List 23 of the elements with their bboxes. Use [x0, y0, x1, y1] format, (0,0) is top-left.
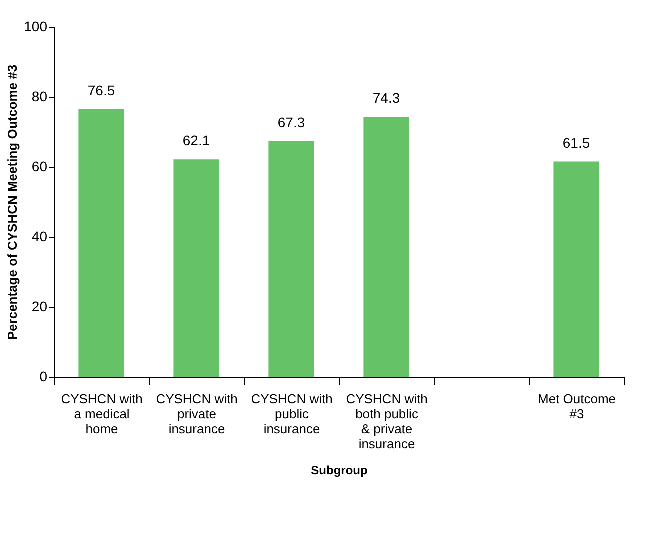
bar — [364, 116, 410, 377]
y-axis-title: Percentage of CYSHCN Meeting Outcome #3 — [5, 64, 20, 340]
x-tick-label: CYSHCN with both public & private insurance — [346, 392, 428, 452]
data-label: 74.3 — [372, 90, 400, 106]
y-tick-label: 60 — [32, 158, 48, 174]
data-label: 76.5 — [88, 82, 116, 98]
data-label: 62.1 — [182, 132, 210, 149]
y-tick-label: 20 — [32, 298, 48, 314]
data-label: 61.5 — [562, 134, 590, 151]
x-axis-title: Subgroup — [311, 464, 368, 478]
y-tick-label: 100 — [24, 18, 48, 34]
bar — [174, 160, 220, 377]
y-tick-label: 0 — [40, 368, 48, 384]
y-tick-label: 40 — [32, 228, 48, 244]
x-tick-label: CYSHCN with a medical home — [61, 392, 143, 436]
data-label: 67.3 — [278, 114, 306, 130]
bar — [78, 109, 124, 377]
x-tick-label: Met Outcome #3 — [538, 392, 616, 422]
y-tick-label: 80 — [32, 88, 48, 104]
x-tick-label: CYSHCN with public insurance — [251, 392, 333, 436]
x-tick-label: CYSHCN with private insurance — [156, 392, 238, 436]
bar — [268, 141, 314, 377]
bar — [554, 162, 600, 377]
